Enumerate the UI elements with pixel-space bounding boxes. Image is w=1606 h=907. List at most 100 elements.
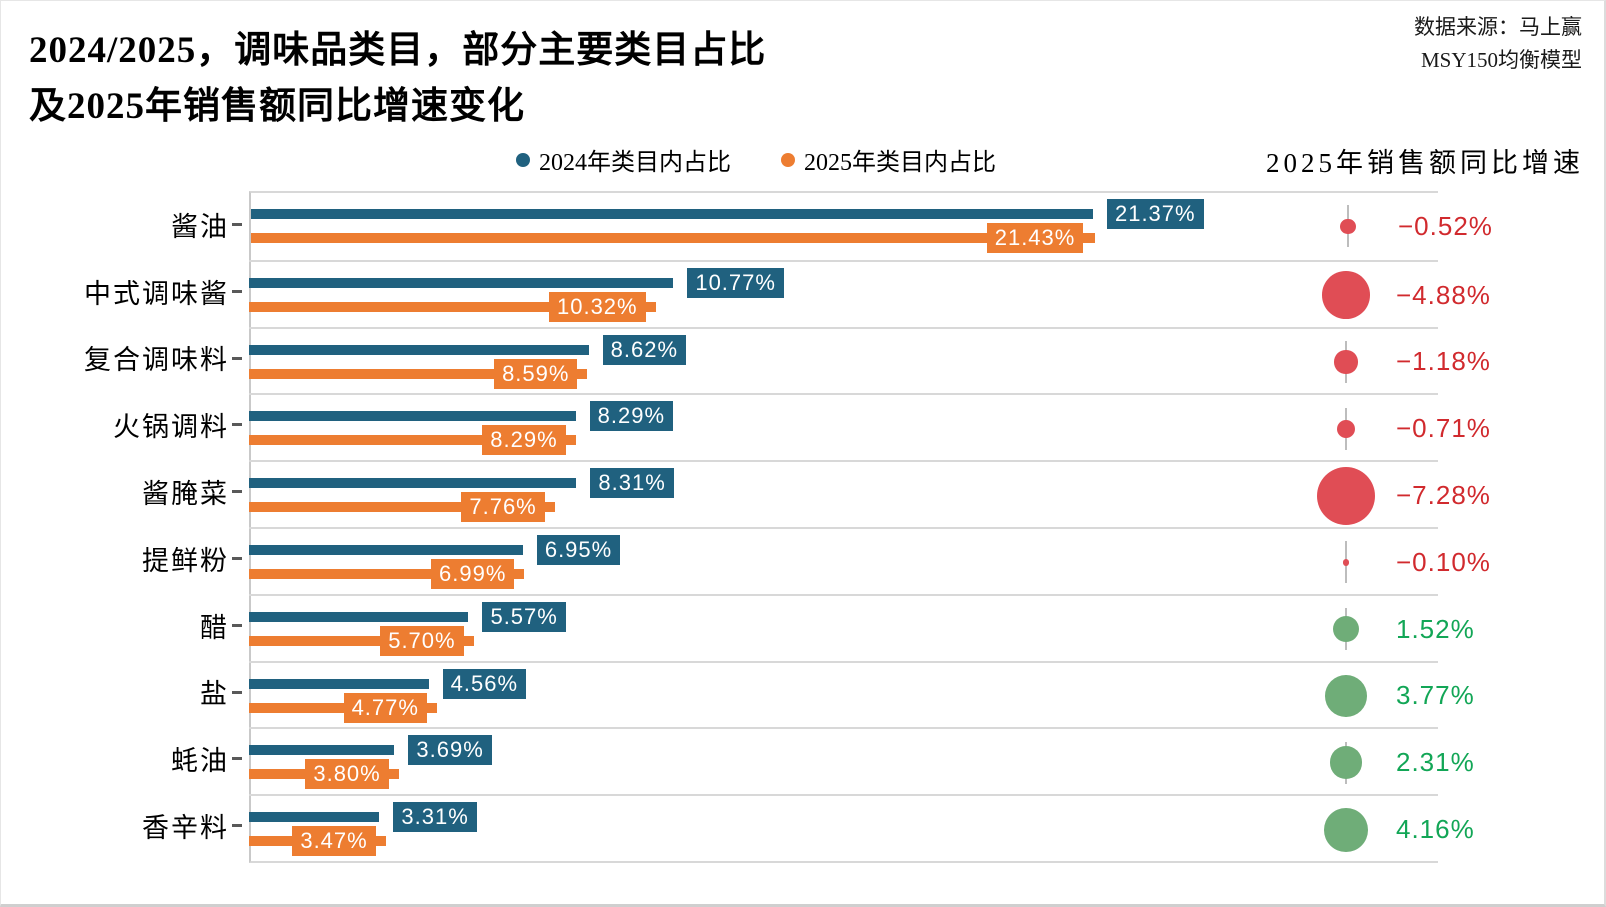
growth-value-label: −4.88%	[1396, 279, 1491, 310]
category-axis-tick	[232, 289, 242, 293]
chart-row: 4.56% 4.77% 3.77%	[249, 660, 1474, 730]
growth-bubble-positive	[1332, 615, 1360, 643]
bar-2025	[251, 233, 1096, 243]
category-label: 复合调味料	[84, 345, 229, 376]
value-label-2025: 5.70%	[380, 625, 464, 656]
chart-row: 6.95% 6.99% −0.10%	[249, 527, 1490, 596]
source-line-1: 数据来源：马上赢	[1414, 15, 1582, 39]
bar-2025	[249, 435, 576, 446]
category-axis-tick	[232, 356, 242, 360]
category-label: 蚝油	[171, 746, 229, 777]
bar-2024	[249, 745, 395, 756]
growth-value-label: −7.28%	[1396, 480, 1491, 511]
growth-value-label: 1.52%	[1396, 613, 1475, 644]
category-label: 中式调味酱	[84, 278, 229, 309]
bar-2025	[249, 502, 555, 513]
value-label-2025: 3.80%	[305, 759, 389, 790]
bar-2024	[249, 344, 589, 355]
bar-2024	[249, 812, 380, 823]
growth-value-label: −0.71%	[1396, 413, 1491, 444]
category-axis-tick	[232, 757, 242, 761]
value-label-2024: 3.69%	[408, 735, 492, 766]
value-label-2024: 8.62%	[602, 334, 687, 365]
legend-label-2024: 2024年类目内占比	[539, 150, 731, 176]
category-axis-tick	[232, 824, 242, 828]
category-label: 香辛料	[142, 813, 229, 844]
growth-bubble-negative	[1342, 559, 1350, 566]
value-label-2024: 10.77%	[687, 267, 784, 298]
category-axis-tick	[232, 556, 242, 560]
category-label: 提鲜粉	[142, 545, 229, 576]
growth-value-label: −1.18%	[1396, 346, 1491, 377]
growth-value-label: 2.31%	[1396, 747, 1475, 778]
category-label: 盐	[200, 679, 229, 710]
category-label: 酱油	[171, 211, 229, 242]
bar-2024	[249, 277, 674, 288]
growth-bubble-positive	[1324, 807, 1368, 852]
growth-bubble-positive	[1329, 746, 1363, 780]
chart-row: 8.31% 7.76% −7.28%	[249, 460, 1490, 529]
growth-column-header: 2025年销售额同比增速	[1266, 148, 1584, 178]
category-label: 醋	[200, 612, 229, 643]
chart-legend: 2024年类目内占比 2025年类目内占比	[516, 142, 996, 177]
data-source: 数据来源：马上赢 MSY150均衡模型	[1414, 11, 1582, 77]
value-label-2024: 4.56%	[442, 668, 527, 699]
category-label: 酱腌菜	[142, 479, 229, 510]
bar-2024	[249, 545, 523, 555]
bar-2024	[249, 411, 576, 422]
growth-bubble-negative	[1340, 218, 1356, 235]
chart-row: 21.37% 21.43% −0.52%	[251, 193, 1492, 260]
value-label-2025: 10.32%	[548, 291, 646, 322]
value-label-2025: 21.43%	[986, 223, 1084, 253]
legend-item-2025: 2025年类目内占比	[781, 142, 996, 177]
value-label-2024: 6.95%	[536, 535, 621, 565]
legend-item-2024: 2024年类目内占比	[516, 142, 731, 177]
title-line-2: 及2025年销售额同比增速变化	[29, 86, 525, 127]
chart-row: 8.62% 8.59% −1.18%	[249, 326, 1490, 396]
category-axis-tick	[232, 623, 242, 627]
chart-row: 3.31% 3.47% 4.16%	[249, 794, 1474, 863]
legend-dot-2024-icon	[516, 152, 530, 167]
category-axis-tick	[232, 690, 242, 694]
bar-2025	[249, 301, 656, 312]
growth-bubble-negative	[1336, 419, 1356, 438]
bar-2024	[251, 209, 1093, 219]
value-label-2025: 6.99%	[431, 559, 515, 589]
value-label-2025: 7.76%	[461, 492, 545, 523]
bar-2024	[249, 611, 469, 622]
growth-bubble-negative	[1322, 271, 1370, 319]
value-label-2025: 8.29%	[482, 425, 566, 456]
bar-2025	[249, 702, 437, 713]
legend-label-2025: 2025年类目内占比	[804, 150, 996, 176]
value-label-2025: 4.77%	[343, 692, 427, 723]
source-line-2: MSY150均衡模型	[1420, 48, 1582, 72]
value-label-2024: 3.31%	[393, 802, 477, 833]
plot-area: 21.37% 21.43% −0.52% 10.77% 10.32% −4.88% 8.62…	[249, 191, 1492, 863]
growth-value-label: 4.16%	[1396, 814, 1475, 845]
growth-bubble-positive	[1325, 675, 1367, 717]
bar-2024	[249, 478, 577, 489]
growth-value-label: −0.52%	[1398, 210, 1493, 241]
category-axis-tick	[232, 423, 242, 427]
value-label-2025: 8.59%	[494, 358, 578, 389]
chart-row: 8.29% 8.29% −0.71%	[249, 393, 1490, 462]
bar-2025	[249, 368, 588, 379]
category-axis-tick	[232, 222, 242, 226]
bar-2025	[249, 635, 474, 646]
chart-row: 5.57% 5.70% 1.52%	[249, 593, 1474, 663]
growth-value-label: 3.77%	[1396, 680, 1475, 711]
category-label: 火锅调料	[113, 412, 229, 443]
value-label-2024: 21.37%	[1106, 199, 1204, 229]
legend-dot-2025-icon	[781, 152, 795, 167]
value-label-2025: 3.47%	[292, 826, 376, 857]
value-label-2024: 5.57%	[482, 601, 566, 632]
growth-value-label: −0.10%	[1396, 546, 1491, 577]
chart-row: 10.77% 10.32% −4.88%	[249, 259, 1490, 329]
bar-2024	[249, 678, 429, 689]
page-title: 2024/2025，调味品类目，部分主要类目占比 及2025年销售额同比增速变化	[29, 23, 766, 135]
category-axis-tick	[232, 490, 242, 494]
value-label-2024: 8.31%	[590, 468, 674, 499]
value-label-2024: 8.29%	[589, 401, 674, 432]
bar-2025	[249, 569, 525, 579]
